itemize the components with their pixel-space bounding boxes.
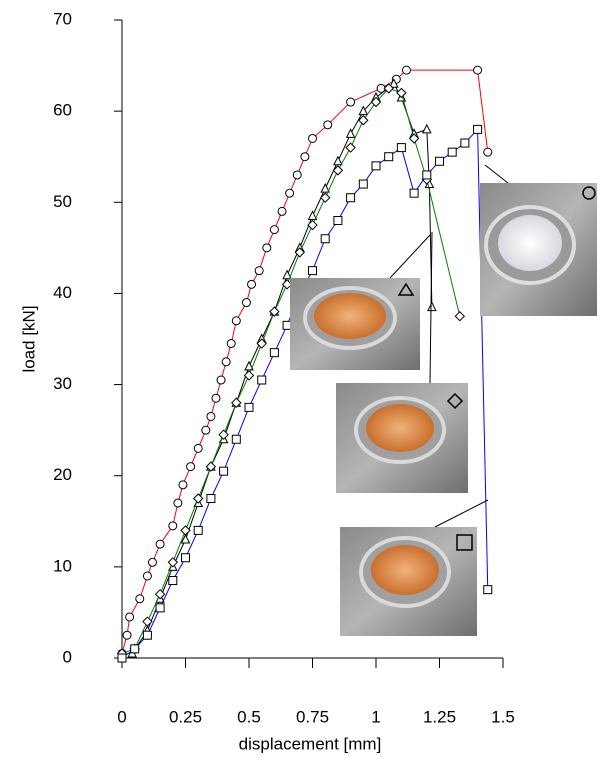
marker: [174, 499, 182, 507]
y-tick-label: 50: [53, 192, 72, 211]
marker: [156, 604, 164, 612]
marker: [245, 371, 254, 380]
marker: [484, 148, 492, 156]
marker: [123, 631, 131, 639]
marker: [232, 435, 240, 443]
leader-line: [485, 165, 508, 183]
marker: [156, 540, 164, 548]
marker: [428, 303, 436, 311]
y-tick-label: 0: [63, 647, 72, 666]
marker: [242, 299, 250, 307]
marker: [334, 217, 342, 225]
marker: [194, 526, 202, 534]
marker: [484, 586, 492, 594]
y-tick-label: 20: [53, 465, 72, 484]
marker: [474, 66, 482, 74]
marker: [346, 143, 355, 152]
x-tick-label: 1: [371, 707, 380, 726]
marker: [423, 125, 431, 133]
y-tick-label: 10: [53, 556, 72, 575]
y-tick-label: 60: [53, 101, 72, 120]
marker: [283, 321, 291, 329]
y-tick-label: 70: [53, 9, 72, 28]
marker: [286, 189, 294, 197]
marker: [321, 235, 329, 243]
marker: [423, 171, 431, 179]
marker: [222, 358, 230, 366]
photo: [480, 183, 597, 316]
marker: [347, 129, 355, 137]
specimen-photos: [290, 165, 597, 636]
marker: [309, 267, 317, 275]
photo: [290, 278, 420, 370]
marker: [308, 221, 317, 230]
leader-line: [435, 500, 488, 527]
leader-line: [390, 235, 430, 278]
x-tick-label: 0.5: [237, 707, 261, 726]
marker: [461, 139, 469, 147]
marker: [136, 595, 144, 603]
marker: [270, 349, 278, 357]
x-axis-title: displacement [mm]: [239, 734, 382, 753]
marker: [334, 157, 342, 165]
marker: [148, 558, 156, 566]
marker: [126, 613, 134, 621]
marker: [455, 312, 464, 321]
y-axis-title: load [kN]: [19, 305, 38, 372]
marker: [227, 340, 235, 348]
marker: [207, 412, 215, 420]
y-tick-label: 40: [53, 283, 72, 302]
y-tick-label: 30: [53, 374, 72, 393]
marker: [258, 376, 266, 384]
marker: [245, 403, 253, 411]
marker: [402, 66, 410, 74]
marker: [301, 153, 309, 161]
marker: [448, 148, 456, 156]
marker: [248, 280, 256, 288]
photo: [336, 383, 468, 493]
marker: [359, 180, 367, 188]
marker: [397, 144, 405, 152]
marker: [179, 481, 187, 489]
marker: [169, 577, 177, 585]
x-tick-label: 1.25: [423, 707, 456, 726]
marker: [194, 444, 202, 452]
marker: [474, 125, 482, 133]
marker: [212, 394, 220, 402]
marker: [397, 88, 406, 97]
photo: [340, 527, 477, 636]
marker: [181, 526, 190, 535]
marker: [270, 226, 278, 234]
marker: [118, 654, 126, 662]
marker: [232, 317, 240, 325]
marker: [217, 376, 225, 384]
marker: [278, 207, 286, 215]
marker: [182, 554, 190, 562]
marker: [263, 244, 271, 252]
marker: [143, 617, 152, 626]
marker: [436, 157, 444, 165]
marker: [372, 162, 380, 170]
marker: [187, 463, 195, 471]
marker: [293, 171, 301, 179]
marker: [347, 98, 355, 106]
marker: [169, 522, 177, 530]
marker: [324, 121, 332, 129]
x-tick-label: 0.25: [169, 707, 202, 726]
x-tick-label: 0: [117, 707, 126, 726]
marker: [143, 631, 151, 639]
x-tick-label: 0.75: [296, 707, 329, 726]
marker: [309, 134, 317, 142]
marker: [410, 189, 418, 197]
chart: load [kN] displacement [mm] 010203040506…: [0, 0, 597, 763]
marker: [347, 194, 355, 202]
marker: [220, 467, 228, 475]
marker: [202, 426, 210, 434]
marker: [131, 645, 139, 653]
marker: [143, 572, 151, 580]
x-tick-label: 1.5: [491, 707, 515, 726]
marker: [385, 153, 393, 161]
marker: [207, 495, 215, 503]
marker: [255, 267, 263, 275]
